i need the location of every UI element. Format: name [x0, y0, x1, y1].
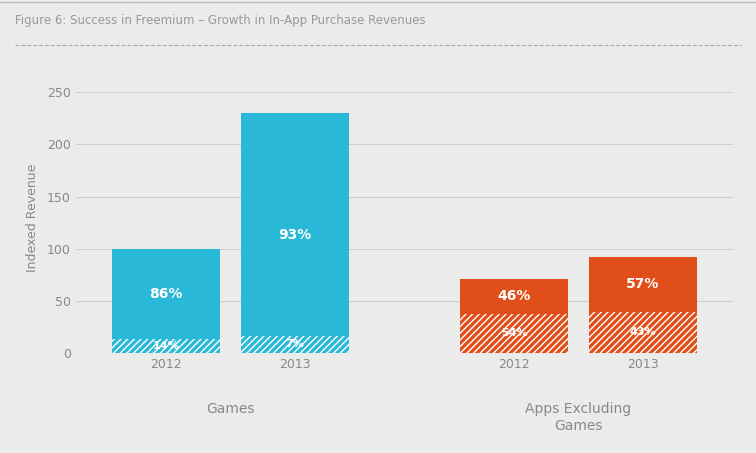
Bar	[240, 336, 349, 353]
Text: Figure 6: Success in Freemium – Growth in In-App Purchase Revenues: Figure 6: Success in Freemium – Growth i…	[15, 14, 426, 27]
Y-axis label: Indexed Revenue: Indexed Revenue	[26, 163, 39, 272]
Text: 54%: 54%	[500, 328, 528, 338]
Bar	[460, 313, 569, 353]
Text: 86%: 86%	[149, 287, 182, 301]
Text: 93%: 93%	[278, 228, 311, 242]
Bar	[589, 312, 697, 353]
Text: Games: Games	[206, 402, 255, 416]
Text: 46%: 46%	[497, 289, 531, 304]
Bar	[460, 279, 569, 313]
Text: 43%: 43%	[630, 328, 656, 337]
Text: 7%: 7%	[286, 339, 304, 349]
Bar	[112, 249, 220, 339]
Text: Apps Excluding
Games: Apps Excluding Games	[525, 402, 631, 433]
Text: 57%: 57%	[627, 277, 660, 291]
Bar	[112, 339, 220, 353]
Text: 14%: 14%	[153, 341, 179, 351]
Bar	[240, 113, 349, 336]
Bar	[589, 257, 697, 312]
